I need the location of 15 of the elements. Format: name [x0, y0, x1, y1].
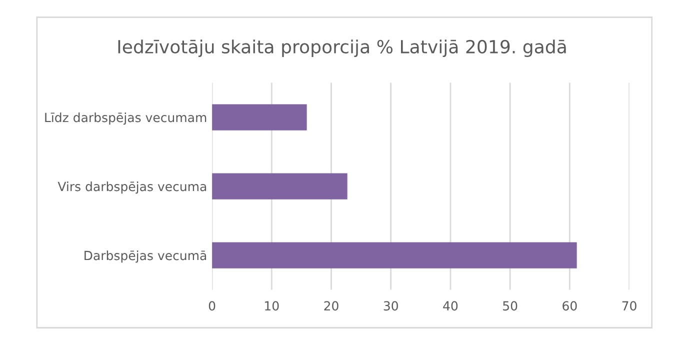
x-tick-label: 40: [443, 301, 458, 311]
y-tick-label: Darbspējas vecumā: [84, 250, 206, 263]
chart-title: Iedzīvotāju skaita proporcija % Latvijā 2019. gadā: [118, 40, 566, 58]
x-tick-label: 10: [265, 301, 279, 311]
y-tick-label: Virs darbspējas vecuma: [58, 182, 206, 194]
x-tick-label: 30: [384, 301, 398, 311]
x-tick-label: 60: [562, 301, 577, 311]
x-tick-label: 70: [622, 301, 636, 311]
bar: [212, 104, 307, 130]
x-tick-label: 50: [503, 301, 518, 311]
x-tick-label: 20: [324, 301, 338, 311]
bar: [212, 173, 348, 200]
bar: [212, 242, 577, 268]
y-tick-label: Līdz darbspējas vecumam: [45, 112, 206, 125]
x-tick-label: 0: [208, 301, 216, 311]
